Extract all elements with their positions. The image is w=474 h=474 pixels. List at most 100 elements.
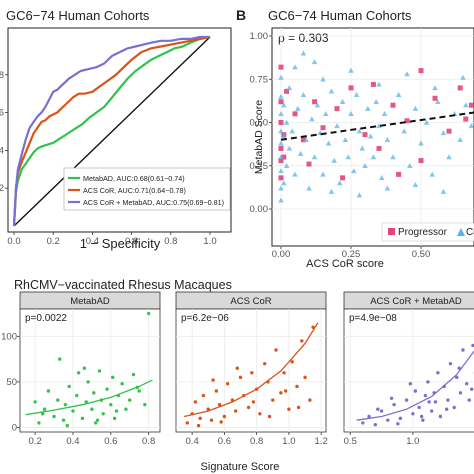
facet-title: MetabAD (70, 296, 110, 307)
panel-b-legend: Progressor Co (381, 222, 474, 242)
facet-p-value: p=4.9e−08 (349, 313, 397, 324)
facet-p-value: p=6.2e−06 (181, 313, 229, 324)
facet-point (413, 389, 418, 393)
panel-a-diagonal (13, 36, 211, 227)
progressor-point (446, 128, 452, 134)
a-x-tick-label: 0.4 (86, 236, 99, 247)
panel-b-letter: B (236, 7, 246, 23)
b-y-tick-label: 0.75 (250, 74, 269, 85)
facet-point (131, 372, 136, 377)
co-point (460, 74, 466, 80)
facet-point (56, 398, 60, 402)
facet-point (467, 398, 471, 402)
panel-a-legend: MetabAD, AUC:0.68(0.61−0.74) ACS CoR, AUC… (63, 167, 231, 211)
co-point (278, 197, 284, 203)
facet-point (427, 400, 431, 404)
co-point (432, 85, 438, 91)
progressor-point (320, 125, 326, 131)
co-point (283, 119, 290, 125)
co-point (283, 162, 290, 168)
facet-panel (175, 308, 327, 433)
facet-point (263, 361, 267, 366)
progressor-point (362, 132, 368, 138)
facet-point (421, 418, 425, 422)
co-point (325, 140, 332, 146)
co-point (367, 133, 374, 139)
facet-point (392, 402, 396, 407)
b-y-tick-label: 0.50 (250, 118, 269, 129)
progressor-point (340, 175, 346, 181)
a-x-tick-label: 0.6 (125, 236, 138, 247)
facet-fit-curve (183, 322, 319, 418)
facet-point (225, 382, 230, 386)
facet-point (114, 409, 119, 413)
progressor-point (281, 154, 287, 160)
facet-point (258, 412, 262, 416)
facet-point (128, 398, 132, 402)
facet-point (408, 382, 413, 386)
facet-point (274, 348, 278, 352)
co-point (311, 154, 318, 160)
panel-b-points (278, 50, 474, 203)
co-point (314, 102, 321, 108)
panel-b-x-ticks: 0.00 0.25 0.50 (272, 246, 430, 260)
facet-point (143, 402, 147, 407)
panel-b: B GC6−74 Human Cohorts MetabAD Score ρ =… (236, 7, 474, 270)
progressor-point (334, 106, 340, 112)
panel-b-y-ticks: 1.00 0.75 0.50 0.25 0.00 (250, 31, 272, 215)
co-point (370, 154, 377, 160)
facet-x-tick-label: 0.8 (142, 436, 155, 447)
facet-point (373, 423, 378, 427)
legend-co-marker (457, 228, 465, 236)
roc-curves (12, 35, 211, 227)
progressor-point (418, 158, 424, 164)
co-point (286, 85, 293, 91)
section-c-x-label: Signature Score (201, 461, 280, 473)
panel-b-legend-box (381, 222, 474, 242)
co-point (362, 162, 368, 168)
co-point (295, 105, 301, 111)
facet-point (67, 384, 71, 389)
panel-b-grid (272, 28, 474, 246)
facet-point (303, 375, 307, 380)
co-point (334, 123, 340, 129)
co-point (311, 59, 318, 65)
a-x-tick-label: 0.0 (7, 236, 20, 247)
progressor-point (312, 99, 318, 105)
co-point (418, 140, 424, 146)
progressor-point (278, 120, 284, 125)
co-point (292, 171, 298, 177)
co-point (457, 137, 463, 142)
trend-line (280, 111, 474, 141)
co-point (384, 137, 391, 142)
facet-x-tick-label: 0.5 (344, 436, 357, 447)
facet-x-tick-label: 0.2 (29, 436, 42, 447)
progressor-point (463, 116, 469, 122)
b-y-tick-label: 0.25 (250, 161, 269, 172)
facet-point (448, 361, 453, 366)
co-point (365, 105, 371, 111)
co-point (320, 76, 326, 82)
facet-plot-area (344, 309, 474, 432)
roc-curve-0 (12, 35, 211, 227)
facet-point (454, 375, 459, 380)
facet-point (296, 405, 301, 410)
panel-a-title: GC6−74 Human Cohorts (6, 8, 150, 23)
facet-point (65, 423, 69, 428)
facet-point (61, 418, 66, 422)
co-point (278, 74, 284, 80)
facet-point (404, 398, 409, 402)
legend-progressor-marker (388, 228, 395, 235)
facet-point (267, 414, 272, 419)
legend-progressor-label: Progressor (398, 227, 448, 238)
facet-point (446, 398, 450, 402)
facet-point (290, 360, 294, 364)
facet-plot-area (176, 309, 326, 432)
facet-point (120, 382, 124, 386)
b-y-tick-label: 1.00 (250, 31, 269, 42)
b-y-tick-label: 0.00 (250, 204, 269, 215)
co-point (412, 181, 419, 187)
facet-x-tick-label: 1.0 (406, 436, 419, 447)
facet-point (461, 348, 465, 352)
